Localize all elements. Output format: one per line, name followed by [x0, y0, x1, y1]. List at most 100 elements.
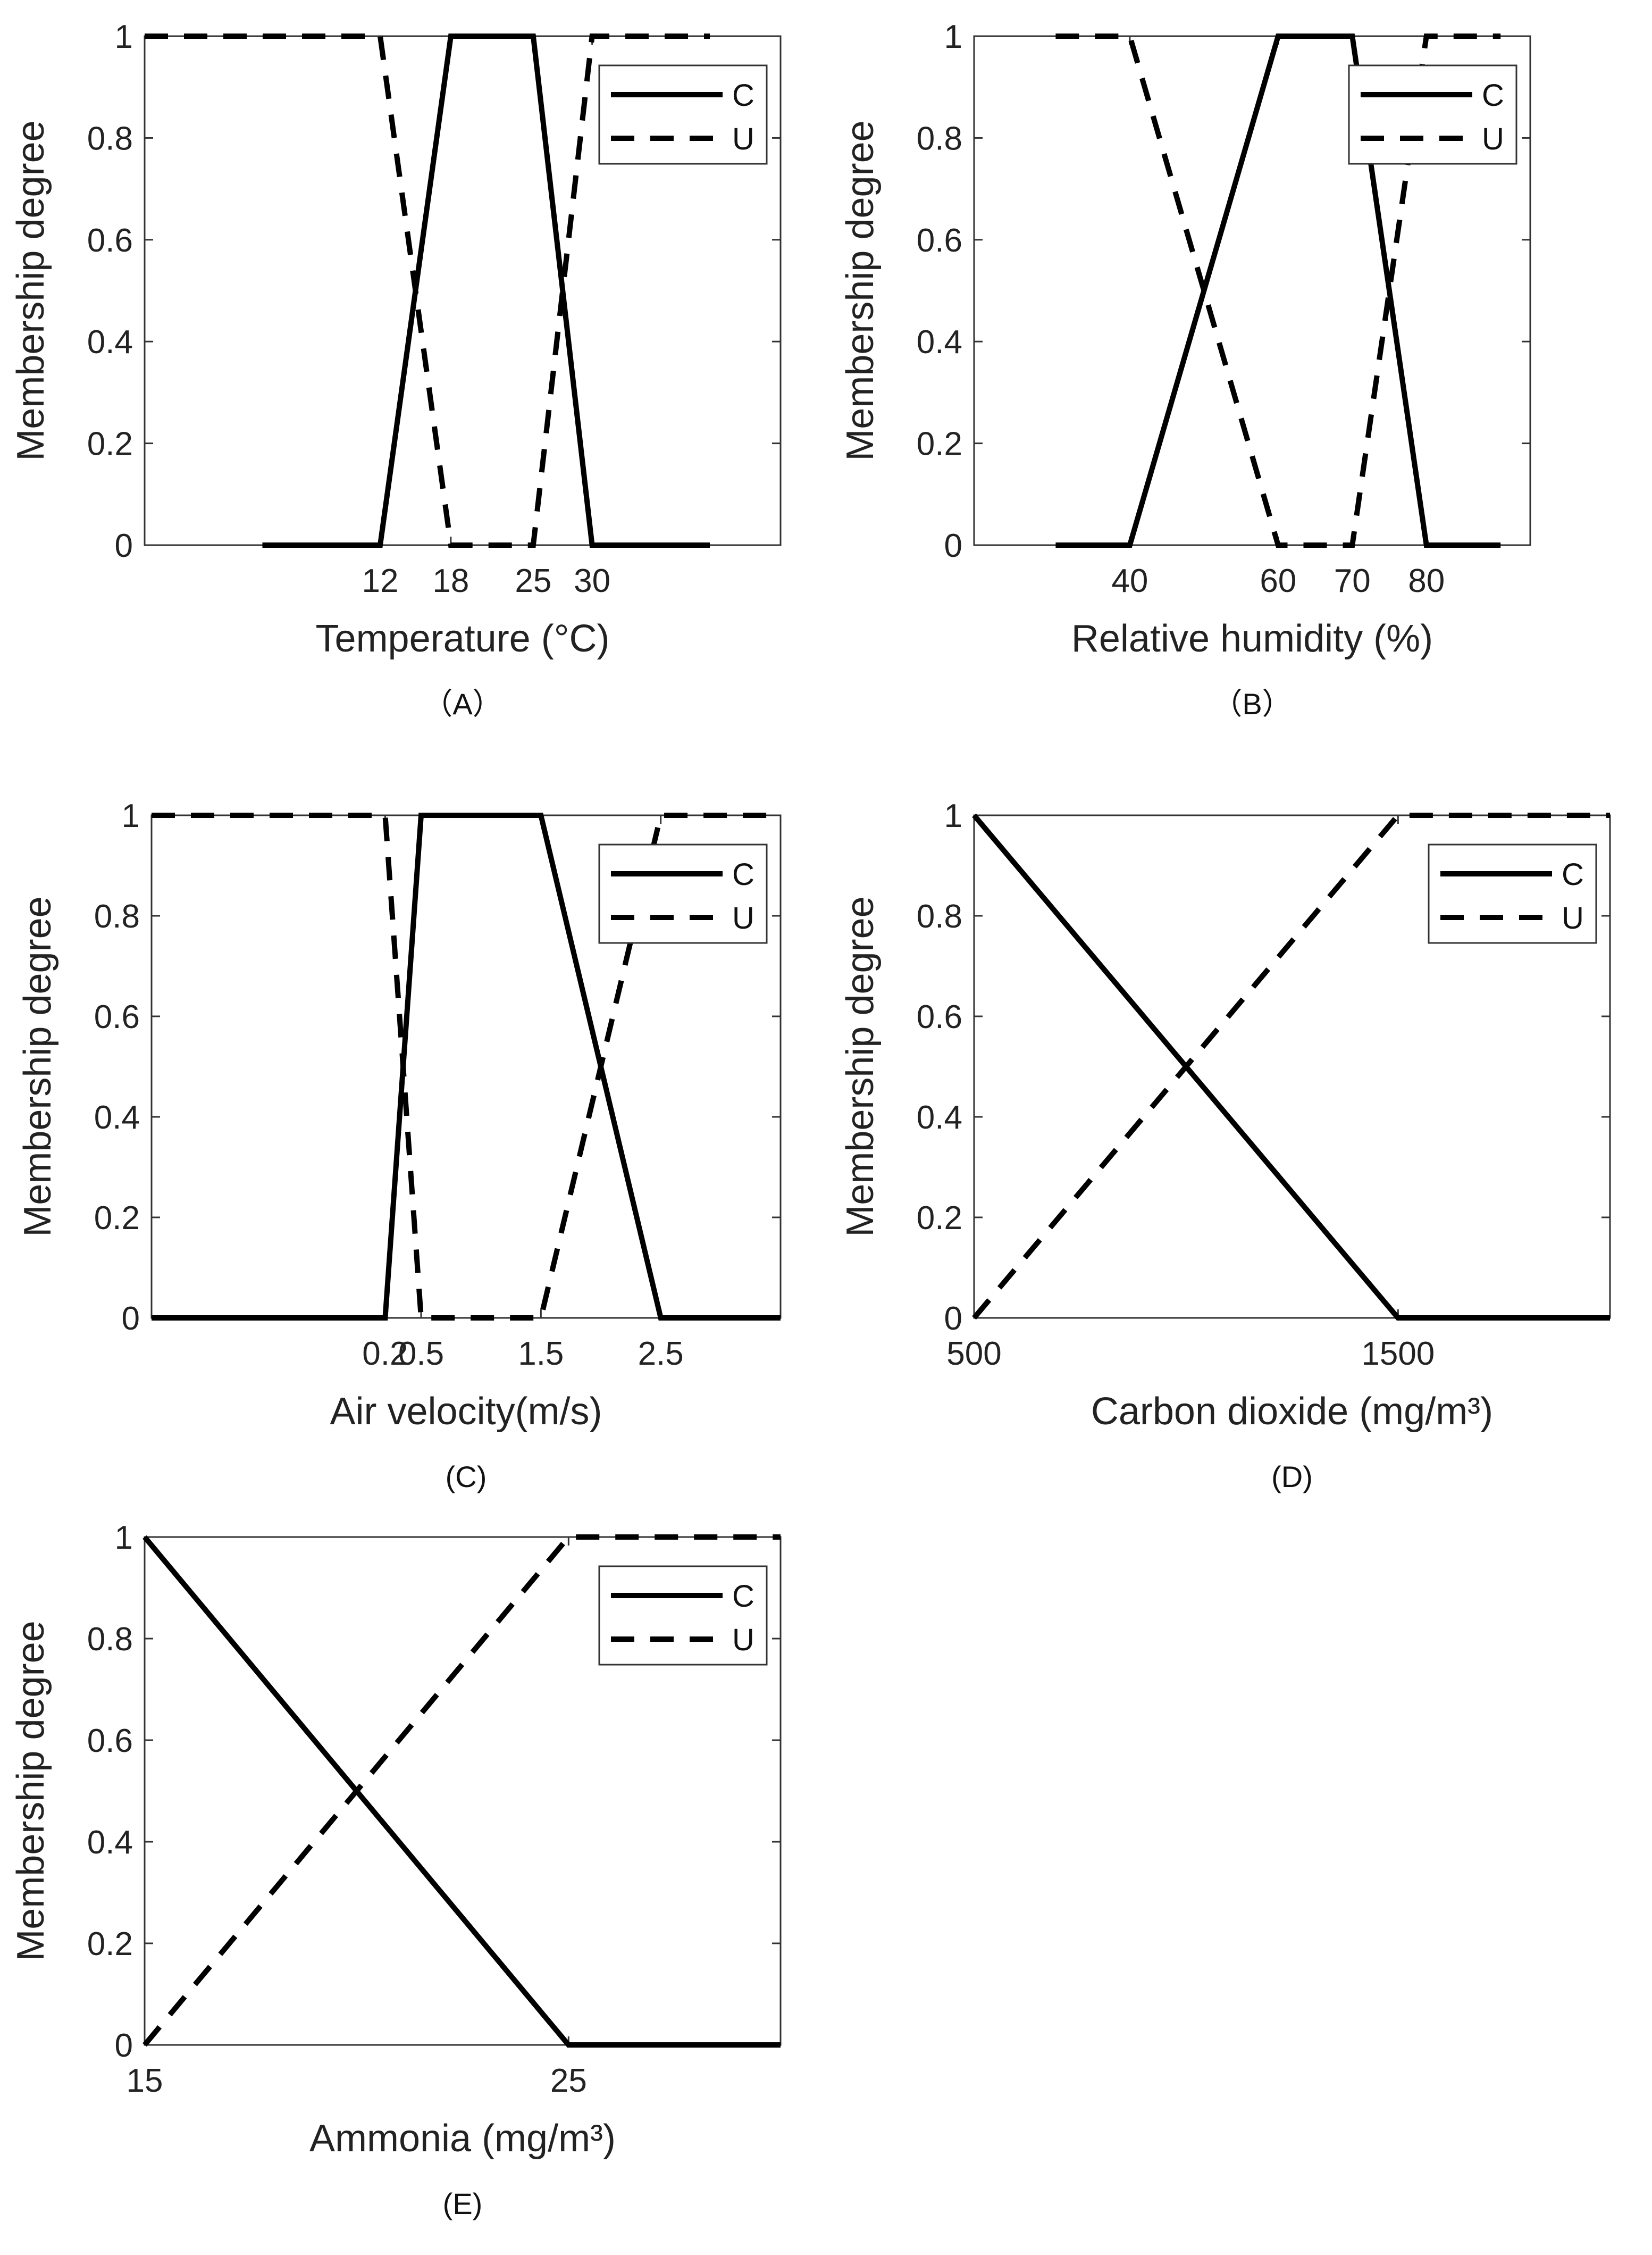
series-line-u	[1055, 34, 1501, 548]
chart-panel-b: 0 0.2 0.4 0.6 0.8 1 40 60 70 80 Relative humidity …	[839, 19, 1531, 721]
x-tick-label: 1.5	[518, 1335, 564, 1372]
y-tick-label: 0.2	[87, 426, 133, 463]
series-line-c	[152, 813, 781, 1321]
x-tick-label: 2.5	[638, 1335, 684, 1372]
y-tick-label: 0	[944, 1300, 962, 1337]
x-axis-label: Carbon dioxide (mg/m³)	[1091, 1390, 1493, 1433]
legend-label-u: U	[732, 122, 754, 156]
y-tick-label: 0.6	[94, 999, 140, 1035]
x-tick-label: 25	[550, 2062, 587, 2099]
y-tick-label: 0.6	[87, 222, 133, 259]
y-tick-label: 1	[115, 19, 133, 55]
legend-label-u: U	[732, 1623, 754, 1657]
series-line-c	[262, 34, 710, 548]
legend: CU	[1348, 64, 1517, 165]
y-axis-label: Membership degree	[10, 1621, 52, 1961]
y-tick-label: 1	[122, 798, 140, 834]
series-line-c	[1055, 34, 1501, 548]
x-axis-label: Temperature (°C)	[316, 617, 610, 660]
x-tick-label: 70	[1334, 563, 1371, 599]
y-axis-label: Membership degree	[839, 896, 882, 1237]
legend: CU	[1428, 843, 1597, 944]
legend-label-u: U	[1482, 122, 1504, 156]
legend-box	[1428, 843, 1597, 944]
x-tick-label: 1500	[1361, 1335, 1435, 1372]
y-tick-label: 0.8	[917, 898, 962, 935]
x-tick-label: 25	[515, 563, 551, 599]
x-tick-label: 12	[362, 563, 398, 599]
y-tick-label: 0.4	[87, 324, 133, 361]
x-axis-label: Air velocity(m/s)	[330, 1390, 602, 1433]
x-tick-label: 0.2	[362, 1335, 408, 1372]
y-tick-label: 0.6	[87, 1723, 133, 1759]
y-axis-label: Membership degree	[16, 896, 59, 1237]
y-tick-label: 0	[115, 528, 133, 564]
y-tick-label: 0.6	[917, 222, 962, 259]
x-axis-label: Relative humidity (%)	[1071, 617, 1433, 660]
y-tick-label: 1	[944, 19, 962, 55]
chart-panel-e: 0 0.2 0.4 0.6 0.8 1 15 25 Ammonia (mg/m³) Members…	[10, 1519, 782, 2220]
y-tick-label: 0.2	[87, 1926, 133, 1962]
legend: CU	[598, 1565, 768, 1666]
plot-frame	[973, 35, 1531, 546]
series-line-c	[142, 1535, 781, 2048]
legend-label-c: C	[732, 857, 754, 892]
y-tick-label: 1	[944, 798, 962, 834]
y-tick-label: 0.8	[917, 120, 962, 157]
y-tick-label: 0.2	[94, 1200, 140, 1237]
y-tick-label: 0.8	[94, 898, 140, 935]
y-tick-label: 0.2	[917, 426, 962, 463]
y-tick-label: 0	[115, 2027, 133, 2064]
y-axis-label: Membership degree	[839, 120, 882, 461]
y-tick-label: 0.4	[917, 1099, 962, 1136]
legend-box	[598, 1565, 768, 1666]
x-tick-label: 80	[1408, 563, 1445, 599]
y-tick-label: 0.2	[917, 1200, 962, 1237]
panel-label: （B）	[1212, 687, 1292, 721]
y-tick-label: 0.4	[87, 1824, 133, 1861]
y-tick-label: 0	[122, 1300, 140, 1337]
x-tick-label: 30	[574, 563, 610, 599]
plot-frame	[144, 1536, 782, 2046]
y-tick-label: 1	[115, 1519, 133, 1556]
plot-frame	[973, 814, 1611, 1319]
legend: CU	[598, 843, 768, 944]
series-line-u	[145, 34, 710, 548]
y-tick-label: 0.8	[87, 1621, 133, 1658]
y-axis-label: Membership degree	[10, 120, 52, 461]
legend-label-c: C	[732, 1579, 754, 1614]
legend-label-c: C	[1562, 857, 1584, 892]
legend-box	[598, 64, 768, 165]
series-line-u	[152, 813, 781, 1321]
panel-label: (E)	[443, 2187, 483, 2220]
x-tick-label: 0.5	[398, 1335, 444, 1372]
legend: CU	[598, 64, 768, 165]
legend-label-u: U	[732, 901, 754, 936]
panel-label: (C)	[446, 1460, 487, 1493]
series-line-u	[142, 1534, 781, 2047]
y-tick-label: 0	[944, 528, 962, 564]
legend-box	[598, 843, 768, 944]
y-tick-label: 0.8	[87, 120, 133, 157]
panel-label: （A）	[423, 687, 502, 721]
series-line-c	[972, 813, 1610, 1321]
y-tick-label: 0.4	[94, 1099, 140, 1136]
x-tick-label: 60	[1260, 563, 1296, 599]
legend-label-c: C	[732, 78, 754, 113]
y-tick-label: 0.4	[917, 324, 962, 361]
x-tick-label: 18	[432, 563, 469, 599]
x-tick-label: 40	[1111, 563, 1148, 599]
series-line-u	[972, 813, 1610, 1320]
legend-box	[1348, 64, 1517, 165]
x-tick-label: 500	[946, 1335, 1001, 1372]
panel-label: (D)	[1271, 1460, 1313, 1493]
legend-label-c: C	[1482, 78, 1504, 113]
x-tick-label: 15	[127, 2062, 163, 2099]
chart-panel-a: 0 0.2 0.4 0.6 0.8 1 12 18 25 30 Temperature (°C) Me…	[10, 19, 782, 721]
y-tick-label: 0.6	[917, 999, 962, 1035]
x-axis-label: Ammonia (mg/m³)	[309, 2117, 616, 2160]
legend-label-u: U	[1562, 901, 1584, 936]
